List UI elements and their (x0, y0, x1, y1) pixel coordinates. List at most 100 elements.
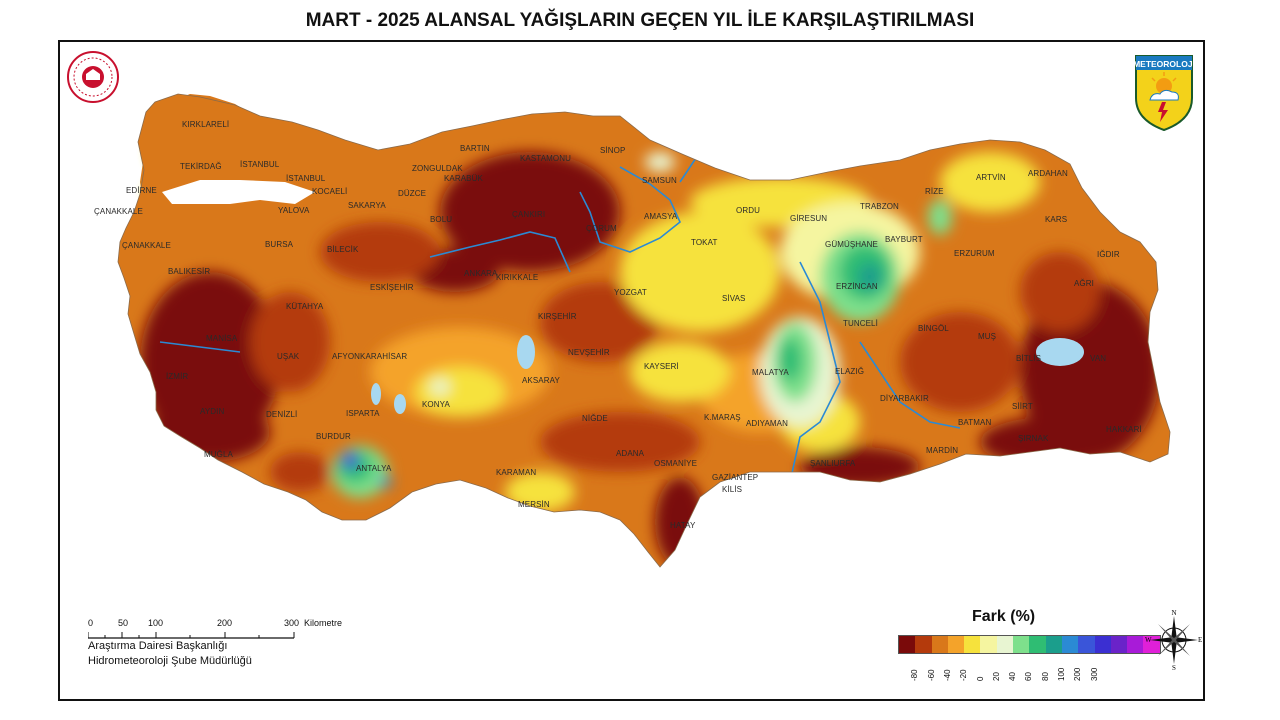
city-label: AYDIN (200, 407, 225, 416)
city-label: OSMANİYE (654, 459, 698, 468)
city-label: MALATYA (752, 368, 789, 377)
legend-swatch (1061, 636, 1079, 653)
city-label: BARTIN (460, 144, 490, 153)
country-outline (117, 93, 1171, 568)
city-label: TRABZON (860, 202, 899, 211)
legend-tick-label: -60 (926, 669, 936, 681)
city-label: MUĞLA (204, 450, 233, 459)
city-label: ZONGULDAK (412, 164, 463, 173)
city-label: AMASYA (644, 212, 678, 221)
city-label: GİRESUN (790, 214, 828, 223)
legend-swatch (1094, 636, 1111, 653)
city-label: BALIKESİR (168, 267, 211, 276)
city-label: GÜMÜŞHANE (825, 240, 878, 249)
lake-beysehir (394, 394, 406, 414)
city-label: MERSİN (518, 500, 550, 509)
legend-tick-label: -40 (942, 669, 952, 681)
city-label: KIRIKKALE (496, 273, 539, 282)
city-label: KARAMAN (496, 468, 537, 477)
city-label: ÇORUM (586, 224, 617, 233)
compass-w: W (1145, 636, 1152, 644)
legend-color-bar (898, 635, 1161, 654)
legend-tick-label: 200 (1073, 667, 1083, 681)
legend-swatch (980, 636, 997, 653)
compass-s: S (1172, 664, 1176, 670)
map-title: MART - 2025 ALANSAL YAĞIŞLARIN GEÇEN YIL… (305, 10, 975, 31)
scale-bar: 0 50 100 200 300 Kilometre (84, 612, 384, 682)
lake-van (1036, 338, 1084, 366)
city-label: BURDUR (316, 432, 351, 441)
meteoroloji-logo-icon: METEOROLOJİ (1133, 55, 1195, 132)
city-label: HAKKARİ (1106, 425, 1142, 434)
city-label: ESKİŞEHİR (370, 283, 414, 292)
city-label: İSTANBUL (240, 160, 280, 169)
city-label: GAZİANTEP (712, 473, 759, 482)
legend-tick-label: 40 (1008, 672, 1018, 681)
legend-tick-label: 60 (1024, 672, 1034, 681)
city-label: ELAZIĞ (835, 367, 865, 376)
legend-tick-label: 80 (1040, 672, 1050, 681)
legend-swatch (899, 636, 916, 653)
city-label: KONYA (422, 400, 450, 409)
city-label: EDİRNE (126, 186, 157, 195)
ministry-seal-icon (67, 51, 119, 103)
city-label: BURSA (265, 240, 294, 249)
legend-title: Fark (%) (972, 608, 1036, 625)
city-label: KASTAMONU (520, 154, 571, 163)
legend-swatch (915, 636, 932, 653)
scale-ruler (88, 632, 295, 639)
city-label: BİLECİK (327, 245, 359, 254)
legend-swatch (931, 636, 948, 653)
city-label: IĞDIR (1097, 250, 1120, 259)
city-label: ERZİNCAN (836, 282, 878, 291)
scale-tick-0: 0 (88, 618, 94, 628)
city-label: ŞANLIURFA (810, 459, 856, 468)
city-label: DİYARBAKIR (880, 394, 929, 403)
city-label: ISPARTA (346, 409, 380, 418)
city-label: BAYBURT (885, 235, 923, 244)
city-label: DENİZLİ (266, 410, 298, 419)
credit-line-2: Hidrometeoroloji Şube Müdürlüğü (88, 655, 252, 667)
city-label: BATMAN (958, 418, 992, 427)
city-label: AKSARAY (522, 376, 560, 385)
city-label: KIRŞEHİR (538, 312, 577, 321)
city-label: KİLİS (722, 485, 743, 494)
city-label: AFYONKARAHİSAR (332, 352, 408, 361)
anatolia-region (118, 94, 1170, 567)
legend-swatch (1078, 636, 1095, 653)
city-label: SAMSUN (642, 176, 677, 185)
compass-e: E (1198, 636, 1202, 644)
city-label: DÜZCE (398, 189, 427, 198)
legend-tick-label: 100 (1057, 667, 1066, 681)
meteoroloji-logo-text: METEOROLOJİ (1133, 59, 1195, 69)
credit-line-1: Araştırma Dairesi Başkanlığı (88, 640, 228, 652)
scale-unit: Kilometre (304, 618, 343, 628)
legend-swatch (1110, 636, 1128, 653)
compass-n: N (1171, 610, 1176, 617)
city-label: ORDU (736, 206, 760, 215)
legend-tick-label: -20 (959, 669, 969, 681)
legend-swatch (1013, 636, 1030, 653)
city-label: NİĞDE (582, 414, 608, 423)
city-label: HATAY (670, 521, 696, 530)
city-label: KARS (1045, 215, 1068, 224)
city-label: AĞRI (1074, 279, 1094, 288)
turkey-precipitation-map (117, 93, 1171, 568)
city-label: MARDİN (926, 446, 959, 455)
city-label: KÜTAHYA (286, 302, 324, 311)
city-label: SİVAS (722, 294, 746, 303)
city-label: ŞIRNAK (1018, 434, 1049, 443)
city-label: ÇANAKKALE (122, 241, 171, 250)
city-label: TUNCELİ (843, 319, 878, 328)
city-label: K.MARAŞ (704, 413, 741, 422)
legend-swatch (947, 636, 965, 653)
city-label: BİTLİS (1016, 354, 1042, 363)
legend-tick-label: 300 (1089, 667, 1099, 681)
scale-tick-200: 200 (217, 618, 233, 628)
scale-tick-100: 100 (148, 618, 164, 628)
city-label: BİNGÖL (918, 324, 949, 333)
lake-tuz (517, 335, 535, 369)
lake-egirdir (371, 383, 381, 405)
city-label: ANKARA (464, 269, 498, 278)
city-label: ANTALYA (356, 464, 392, 473)
